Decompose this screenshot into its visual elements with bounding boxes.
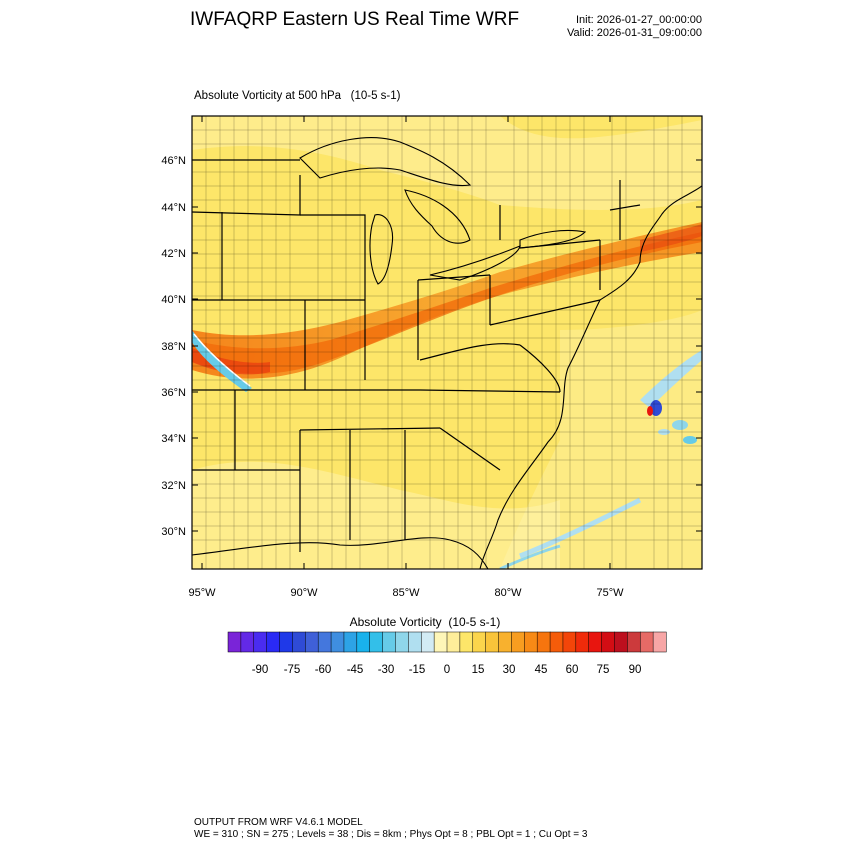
lon-label: 85°W	[392, 587, 420, 599]
lat-label: 44°N	[161, 202, 186, 214]
colorbar-swatch	[369, 631, 384, 653]
colorbar-tick-label: -75	[284, 664, 301, 676]
lat-ticks	[192, 159, 702, 532]
plot-area	[192, 116, 702, 569]
colorbar-tick-label: 90	[629, 664, 642, 676]
colorbar-tick-labels: -90 -75 -60 -45 -30 -15 0 15 30 45 60 75…	[252, 664, 642, 676]
lat-label: 36°N	[161, 387, 186, 399]
colorbar-tick-label: -30	[378, 664, 395, 676]
footer-line-1: OUTPUT FROM WRF V4.6.1 MODEL	[194, 817, 363, 828]
colorbar-swatch	[356, 631, 371, 653]
vorticity-max-west	[192, 348, 270, 375]
colorbar-swatch	[253, 631, 268, 653]
vorticity-band-core	[192, 232, 702, 374]
init-time: Init: 2026-01-27_00:00:00	[576, 14, 702, 26]
colorbar-swatch	[305, 631, 319, 653]
colorbar-swatch	[524, 631, 538, 653]
colorbar-swatch	[549, 631, 564, 653]
atlantic-coastline	[479, 185, 702, 569]
colorbar-tick-label: 30	[503, 664, 516, 676]
colorbar-swatch	[588, 631, 603, 653]
colorbar-swatch	[408, 631, 422, 653]
colorbar-swatch	[266, 631, 281, 653]
footer-line-2: WE = 310 ; SN = 275 ; Levels = 38 ; Dis …	[194, 829, 588, 840]
vorticity-map: 46°N 44°N 42°N 40°N 38°N 36°N 34°N 32°N …	[161, 115, 703, 676]
colorbar-swatch	[395, 631, 409, 653]
lat-axis: 46°N 44°N 42°N 40°N 38°N 36°N 34°N 32°N …	[161, 155, 186, 538]
colorbar-title: Absolute Vorticity (10-5 s-1)	[349, 615, 501, 629]
colorbar-swatch	[240, 631, 255, 653]
colorbar	[227, 631, 667, 653]
county-borders	[192, 116, 702, 569]
colorbar-swatch	[227, 631, 242, 653]
lon-label: 80°W	[494, 587, 522, 599]
colorbar-swatch	[343, 631, 358, 653]
colorbar-tick-label: -90	[252, 664, 269, 676]
lon-axis: 95°W 90°W 85°W 80°W 75°W	[188, 587, 624, 599]
colorbar-swatch	[614, 631, 628, 653]
colorbar-tick-label: -60	[315, 664, 332, 676]
colorbar-swatch	[652, 631, 667, 653]
gulf-coastline	[192, 537, 489, 569]
run-times: Init: 2026-01-27_00:00:00 Valid: 2026-01…	[567, 14, 702, 40]
colorbar-swatch	[317, 631, 332, 653]
vorticity-band	[192, 222, 702, 379]
lon-label: 90°W	[290, 587, 318, 599]
colorbar-swatch	[330, 631, 345, 653]
vorticity-max-east	[640, 224, 702, 252]
colorbar-swatch	[511, 631, 525, 653]
colorbar-tick-label: 75	[597, 664, 610, 676]
lon-ticks	[201, 116, 611, 569]
model-footer: OUTPUT FROM WRF V4.6.1 MODEL WE = 310 ; …	[194, 817, 587, 841]
colorbar-swatch	[433, 631, 448, 653]
field-title: Absolute Vorticity at 500 hPa (10-5 s-1)	[194, 90, 401, 102]
colorbar-tick-label: 60	[566, 664, 579, 676]
colorbar-swatch	[292, 631, 306, 653]
main-title: IWFAQRP Eastern US Real Time WRF	[190, 9, 520, 30]
lat-label: 40°N	[161, 294, 186, 306]
colorbar-tick-label: -45	[347, 664, 364, 676]
lat-label: 32°N	[161, 480, 186, 492]
lat-label: 34°N	[161, 433, 186, 445]
colorbar-swatch	[562, 631, 577, 653]
colorbar-swatch	[627, 631, 641, 653]
colorbar-swatch	[279, 631, 293, 653]
colorbar-swatch	[575, 631, 590, 653]
lon-label: 95°W	[188, 587, 216, 599]
colorbar-tick-label: -15	[409, 664, 426, 676]
offshore-light-region	[500, 310, 702, 569]
lon-label: 75°W	[596, 587, 624, 599]
colorbar-swatch	[446, 631, 461, 653]
colorbar-tick-label: 0	[444, 664, 450, 676]
colorbar-swatch	[498, 631, 512, 653]
colorbar-swatch	[459, 631, 474, 653]
lat-label: 38°N	[161, 341, 186, 353]
colorbar-swatch	[536, 631, 551, 653]
state-borders	[192, 159, 641, 552]
lat-label: 46°N	[161, 155, 186, 167]
lat-label: 30°N	[161, 526, 186, 538]
colorbar-tick-label: 15	[472, 664, 485, 676]
colorbar-swatch	[382, 631, 397, 653]
southern-light-region	[192, 461, 560, 569]
plot-frame	[191, 115, 703, 570]
colorbar-swatch	[420, 631, 435, 653]
colorbar-swatch	[485, 631, 500, 653]
offshore-eddy	[640, 350, 702, 408]
colorbar-swatch	[601, 631, 616, 653]
colorbar-swatch	[639, 631, 654, 653]
lat-label: 42°N	[161, 248, 186, 260]
low-vorticity-region	[192, 116, 702, 210]
colorbar-swatch	[472, 631, 487, 653]
valid-time: Valid: 2026-01-31_09:00:00	[567, 27, 702, 39]
colorbar-tick-label: 45	[535, 664, 548, 676]
